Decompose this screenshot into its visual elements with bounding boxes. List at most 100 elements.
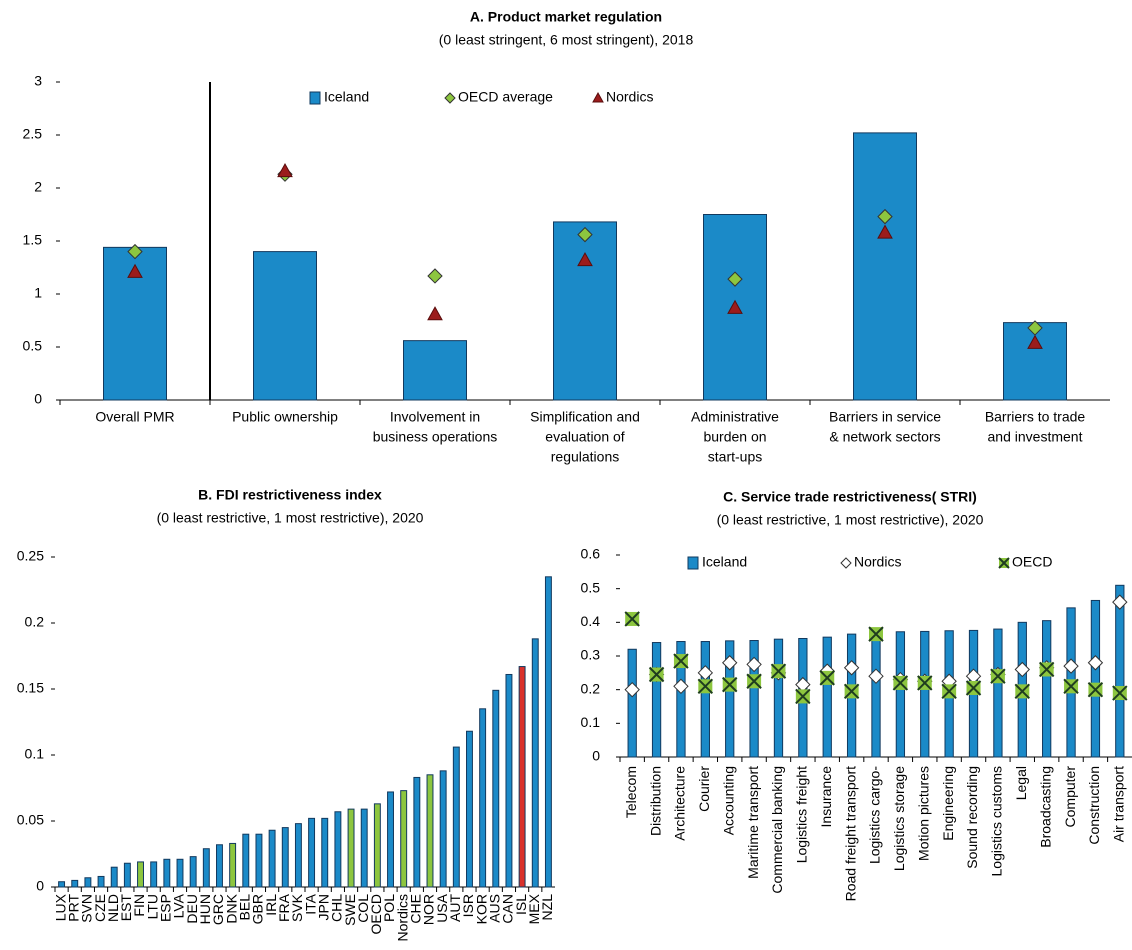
- x-tick-label: Public ownership: [232, 409, 338, 425]
- x-tick-label: burden on: [703, 429, 766, 445]
- x-tick-label: FIN: [131, 894, 147, 917]
- point: [277, 163, 293, 178]
- x-tick-label: PRT: [65, 894, 81, 922]
- bar: [58, 881, 66, 888]
- legend-label: Iceland: [702, 554, 747, 570]
- y-tick-label: 0.2: [581, 680, 601, 696]
- bar: [518, 666, 526, 888]
- bar: [531, 638, 539, 888]
- x-tick-label: AUT: [447, 894, 463, 922]
- point: [624, 681, 640, 698]
- bar: [993, 628, 1003, 758]
- y-tick-label: 0: [36, 878, 44, 894]
- bar: [334, 811, 342, 888]
- x-tick-label: Barriers to trade: [985, 409, 1086, 425]
- x-tick-label: AUS: [486, 894, 502, 923]
- bar: [676, 641, 686, 758]
- bar: [403, 340, 467, 401]
- legend-swatch: [309, 91, 321, 105]
- point: [697, 678, 714, 695]
- point: [673, 678, 689, 695]
- point: [868, 626, 884, 642]
- x-tick-label: FRA: [276, 893, 292, 922]
- y-tick-label: 1: [34, 285, 42, 301]
- point: [727, 299, 743, 314]
- point: [1063, 658, 1079, 674]
- x-tick-label: ESP: [158, 894, 174, 922]
- legend-label: Nordics: [606, 89, 653, 105]
- x-tick-label: Air transport: [1111, 766, 1127, 842]
- y-tick-label: 0.3: [581, 647, 601, 663]
- legend-swatch: [998, 557, 1010, 569]
- x-tick-label: Motion pictures: [915, 766, 931, 861]
- point: [941, 683, 957, 700]
- point: [1014, 661, 1030, 678]
- point: [577, 226, 593, 243]
- chart-title: A. Product market regulation: [470, 9, 662, 25]
- x-tick-label: DEU: [184, 894, 200, 924]
- bar: [505, 673, 513, 888]
- x-tick-label: regulations: [551, 449, 620, 465]
- point: [624, 611, 640, 627]
- bar: [895, 631, 906, 758]
- bar: [321, 817, 329, 888]
- x-tick-label: IRL: [263, 894, 279, 916]
- point: [722, 676, 738, 693]
- point: [843, 660, 860, 676]
- point: [1014, 683, 1030, 700]
- point: [648, 666, 665, 683]
- x-tick-label: ISR: [460, 894, 476, 917]
- x-tick-label: ISL: [513, 894, 529, 915]
- bar: [137, 861, 144, 888]
- bar: [492, 689, 500, 888]
- x-tick-label: LVA: [171, 893, 187, 918]
- y-tick-label: 0.1: [581, 714, 601, 730]
- x-tick-label: NZL: [539, 894, 555, 921]
- x-tick-label: EST: [118, 894, 134, 922]
- x-tick-label: Administrative: [691, 409, 779, 425]
- point: [746, 673, 762, 689]
- legend-label: OECD average: [458, 89, 553, 105]
- bar: [1042, 620, 1052, 758]
- x-tick-label: Accounting: [720, 766, 736, 835]
- x-tick-label: SWE: [342, 894, 358, 926]
- x-tick-label: Insurance: [818, 766, 834, 828]
- y-tick-label: 0.2: [25, 614, 45, 630]
- point: [1087, 655, 1104, 671]
- x-tick-label: MEX: [526, 893, 542, 924]
- point: [892, 675, 909, 691]
- legend-swatch: [444, 92, 456, 104]
- bar: [479, 708, 487, 888]
- point: [917, 675, 933, 691]
- bar: [308, 817, 316, 888]
- bar: [725, 640, 735, 758]
- point: [990, 668, 1006, 684]
- y-tick-label: 0.6: [581, 546, 601, 562]
- x-tick-label: Nordics: [394, 894, 410, 941]
- bar: [822, 636, 832, 758]
- point: [427, 268, 443, 284]
- bar: [123, 862, 131, 888]
- y-tick-label: 0.5: [581, 579, 601, 595]
- point: [1038, 661, 1055, 678]
- point: [697, 665, 714, 681]
- x-tick-label: CZE: [92, 894, 108, 922]
- y-tick-label: 0.1: [25, 746, 45, 762]
- y-tick-label: 3: [34, 73, 42, 89]
- x-tick-label: USA: [434, 893, 450, 922]
- bar: [242, 833, 250, 888]
- x-tick-label: business operations: [373, 429, 498, 445]
- bar: [253, 251, 317, 401]
- point: [1112, 685, 1128, 701]
- x-tick-label: Broadcasting: [1037, 766, 1053, 848]
- bar: [920, 630, 930, 758]
- bar: [466, 730, 473, 888]
- bar: [216, 844, 223, 888]
- x-tick-label: Commercial banking: [769, 766, 785, 894]
- chart-title: B. FDI restrictiveness index: [198, 487, 382, 503]
- point: [819, 670, 835, 686]
- bar: [1115, 584, 1125, 758]
- point: [427, 306, 443, 321]
- y-tick-label: 0.4: [581, 613, 601, 629]
- x-tick-label: Road freight transport: [842, 766, 858, 902]
